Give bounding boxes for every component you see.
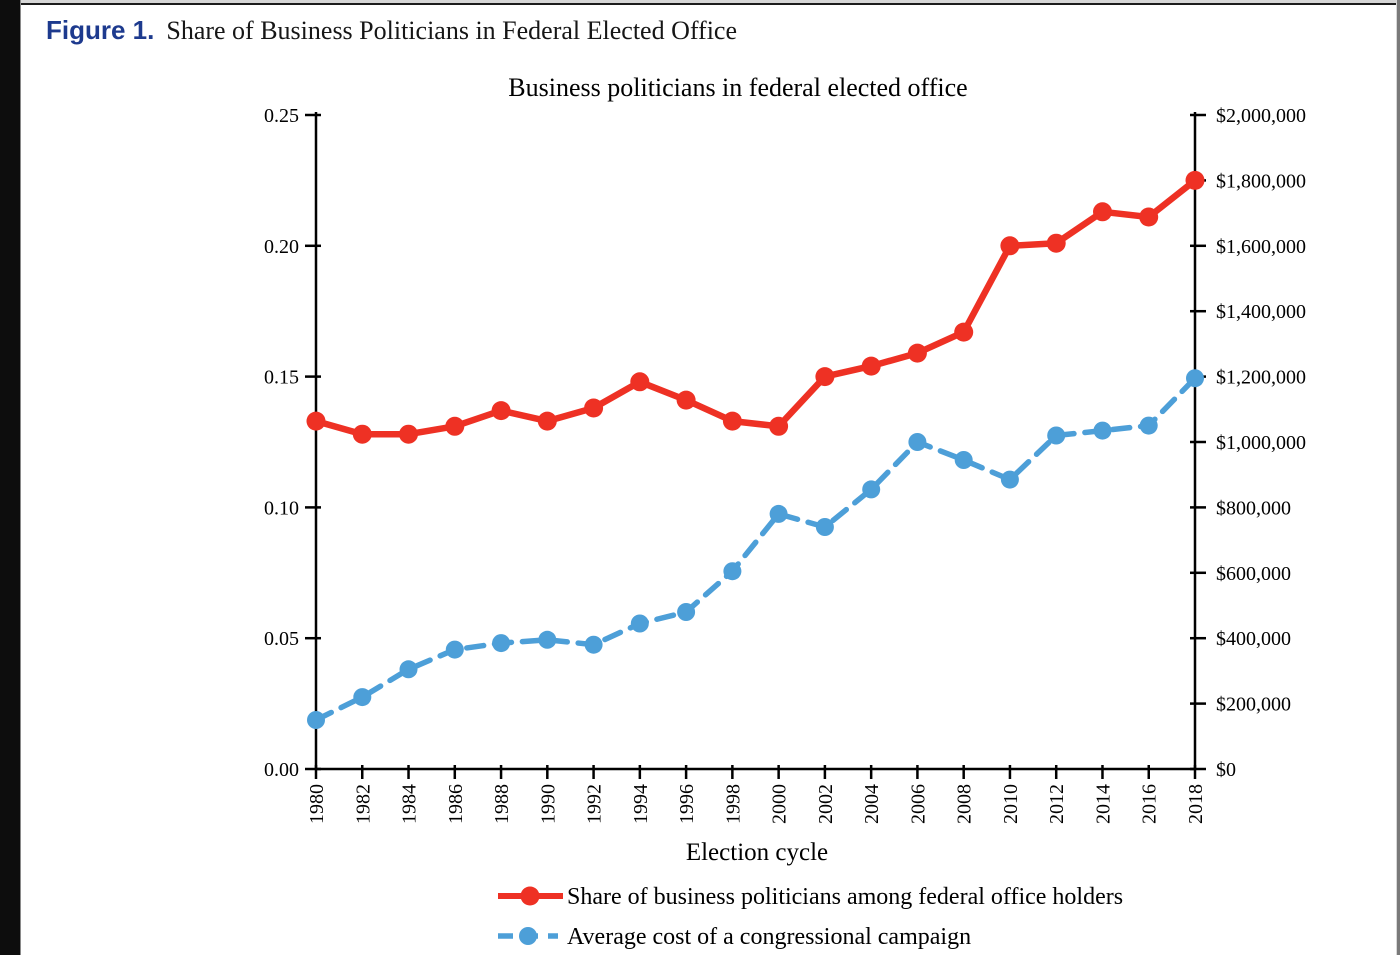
share-data-point [399, 424, 418, 444]
x-axis-tick-label: 2004 [861, 784, 883, 824]
x-axis-tick-label: 2010 [1000, 784, 1022, 824]
right-axis-tick-label: $1,800,000 [1216, 170, 1306, 192]
x-axis-tick-label: 1996 [676, 784, 698, 824]
figure-title: Share of Business Politicians in Federal… [166, 16, 738, 45]
share-data-point [537, 411, 557, 431]
left-axis-tick-label: 0.10 [264, 497, 299, 519]
share-data-point [676, 390, 696, 410]
share-data-point [1093, 202, 1112, 222]
right-border-line [1396, 0, 1400, 955]
legend-label-cost: Average cost of a congressional campaign [567, 924, 971, 950]
x-axis-tick-label: 2008 [954, 784, 976, 824]
x-axis-tick-label: 1994 [630, 784, 652, 824]
x-axis-tick-label: 1992 [584, 784, 606, 824]
figure-caption: Figure 1. Share of Business Politicians … [46, 15, 737, 46]
x-axis-tick-label: 2018 [1185, 784, 1207, 824]
share-data-point [584, 398, 604, 418]
x-axis-tick-label: 1998 [722, 784, 744, 824]
cost-data-point [954, 451, 973, 469]
share-data-point [1185, 170, 1205, 190]
left-axis-tick-label: 0.05 [264, 628, 299, 650]
chart-title: Business politicians in federal elected … [508, 73, 967, 102]
share-data-point [1139, 207, 1159, 227]
cost-data-point [538, 630, 557, 649]
x-axis-tick-label: 2006 [907, 784, 929, 824]
share-data-point [1046, 233, 1066, 253]
legend-red-marker [520, 886, 540, 906]
x-axis-tick-label: 2014 [1092, 784, 1114, 824]
right-axis-tick-label: $1,000,000 [1216, 432, 1306, 454]
cost-data-point [1000, 470, 1019, 489]
left-axis-tick-label: 0.00 [264, 759, 299, 781]
cost-data-point [677, 603, 696, 621]
cost-data-point [353, 688, 372, 707]
cost-data-point [1093, 421, 1112, 440]
share-data-point [722, 411, 742, 431]
left-black-edge [0, 0, 21, 955]
cost-data-point [1139, 416, 1158, 435]
right-axis-tick-label: $600,000 [1216, 563, 1291, 585]
legend-blue-marker [519, 927, 537, 945]
cost-data-point [723, 562, 742, 581]
share-series-line [312, 177, 1199, 438]
share-data-point [1000, 236, 1020, 256]
right-axis-tick-label: $800,000 [1216, 497, 1291, 519]
cost-data-point [815, 518, 834, 536]
cost-data-point [399, 660, 418, 679]
cost-data-point [492, 634, 511, 653]
x-axis-tick-label: 2002 [815, 784, 837, 824]
axes-layer: 0.00 0.05 0.10 0.15 0.20 0.25 $0 $200,000 $400,0… [264, 105, 1306, 824]
x-axis-tick-label: 1988 [491, 784, 513, 824]
cost-data-point [1186, 369, 1204, 388]
x-axis-tick-label: 1990 [537, 784, 559, 824]
right-axis-tick-label: $200,000 [1216, 694, 1291, 716]
share-data-point [769, 416, 789, 436]
right-axis-tick-label: $1,400,000 [1216, 301, 1306, 323]
legend: Share of business politicians among fede… [498, 884, 1123, 950]
x-axis-tick-label: 1982 [352, 784, 374, 824]
cost-data-point [445, 640, 464, 659]
share-data-point [907, 343, 927, 363]
left-axis-tick-label: 0.20 [264, 236, 299, 258]
x-axis-tick-label: 1986 [445, 784, 467, 824]
share-data-point [954, 322, 974, 342]
share-data-point [491, 401, 511, 421]
cost-data-point [307, 711, 325, 729]
cost-data-point [584, 635, 603, 654]
x-axis-tick-label: 2012 [1046, 784, 1068, 824]
right-axis-tick-label: $1,600,000 [1216, 236, 1306, 258]
share-data-point [815, 367, 835, 387]
legend-label-share: Share of business politicians among fede… [567, 884, 1123, 910]
cost-data-point [862, 480, 881, 499]
share-data-point [306, 411, 326, 431]
x-axis-tick-label: 2016 [1139, 784, 1161, 824]
cost-data-point [908, 433, 927, 451]
series-layer [306, 170, 1205, 729]
left-axis-tick-label: 0.15 [264, 367, 299, 389]
right-axis-tick-label: $400,000 [1216, 628, 1291, 650]
cost-data-point [1047, 426, 1066, 445]
x-axis-tick-label: 2000 [769, 784, 791, 824]
right-axis-tick-label: $0 [1216, 759, 1236, 781]
top-border-line [0, 0, 1400, 5]
share-data-point [352, 424, 372, 444]
share-data-point [445, 416, 465, 436]
left-axis-tick-label: 0.25 [264, 105, 299, 127]
cost-series-line [313, 375, 1198, 723]
share-data-point [630, 372, 650, 392]
right-axis-tick-label: $1,200,000 [1216, 367, 1306, 389]
share-data-point [861, 356, 881, 376]
figure-label: Figure 1. [46, 15, 155, 45]
x-axis-title: Election cycle [686, 839, 828, 866]
cost-data-point [630, 614, 649, 633]
x-axis-tick-label: 1984 [399, 784, 421, 824]
cost-data-point [769, 504, 788, 523]
x-axis-tick-label: 1980 [306, 784, 328, 824]
right-axis-tick-label: $2,000,000 [1216, 105, 1306, 127]
